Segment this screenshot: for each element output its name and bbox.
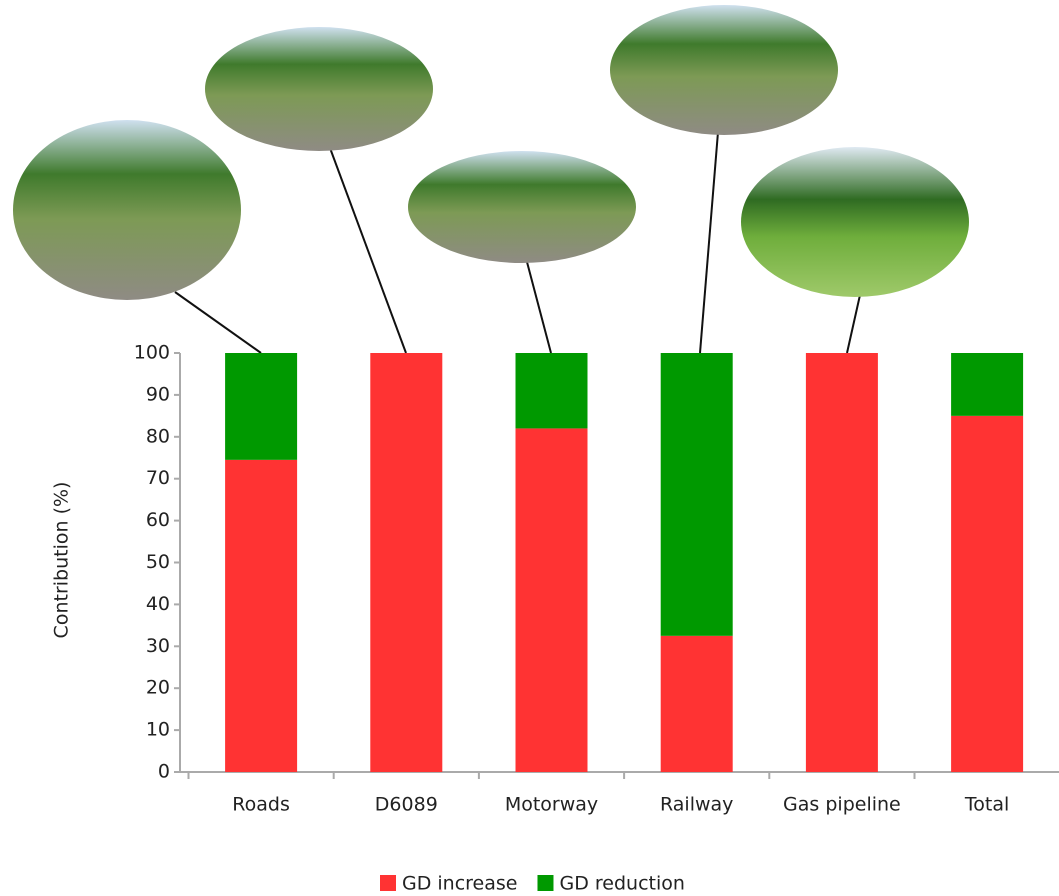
y-axis-title: Contribution (%): [51, 482, 73, 639]
legend-swatch: [537, 875, 554, 891]
photo: [13, 120, 241, 300]
x-tick-label: Railway: [660, 794, 733, 816]
y-tick-label: 30: [146, 635, 170, 657]
photo: [610, 5, 838, 135]
legend-label: GD increase: [402, 873, 517, 895]
bar-segment: [515, 428, 588, 772]
x-tick-label: D6089: [375, 794, 438, 816]
callout-line: [174, 291, 262, 354]
x-tick-label: Motorway: [505, 794, 598, 816]
y-tick-label: 60: [146, 509, 170, 531]
bar-segment: [225, 459, 298, 772]
bar-segment: [660, 353, 733, 636]
bar-segment: [951, 415, 1024, 772]
y-tick-label: 0: [158, 761, 170, 783]
photo-callouts: [13, 5, 969, 354]
bar-segment: [370, 353, 443, 772]
y-tick-label: 10: [146, 719, 170, 741]
y-tick-label: 50: [146, 551, 170, 573]
y-tick-label: 40: [146, 593, 170, 615]
callout-line: [526, 261, 552, 354]
x-tick-label: Total: [964, 794, 1009, 816]
bar-segment: [805, 353, 878, 772]
legend-label: GD reduction: [559, 873, 684, 895]
x-tick-label: Gas pipeline: [783, 794, 901, 816]
y-tick-label: 20: [146, 677, 170, 699]
x-tick-label: Roads: [232, 794, 290, 816]
legend-swatch: [380, 875, 396, 891]
bar-segment: [515, 353, 588, 429]
bar-segment: [660, 635, 733, 772]
y-tick-label: 90: [146, 383, 170, 405]
y-tick-label: 80: [146, 425, 170, 447]
y-tick-label: 100: [134, 342, 170, 364]
photo: [408, 151, 636, 263]
callout-line: [699, 131, 719, 354]
bar-segment: [951, 353, 1024, 416]
callout-line: [846, 294, 861, 354]
callout-line: [329, 147, 407, 354]
photo: [205, 27, 433, 151]
photo: [741, 147, 969, 297]
y-tick-label: 70: [146, 467, 170, 489]
bar-segment: [225, 353, 298, 460]
